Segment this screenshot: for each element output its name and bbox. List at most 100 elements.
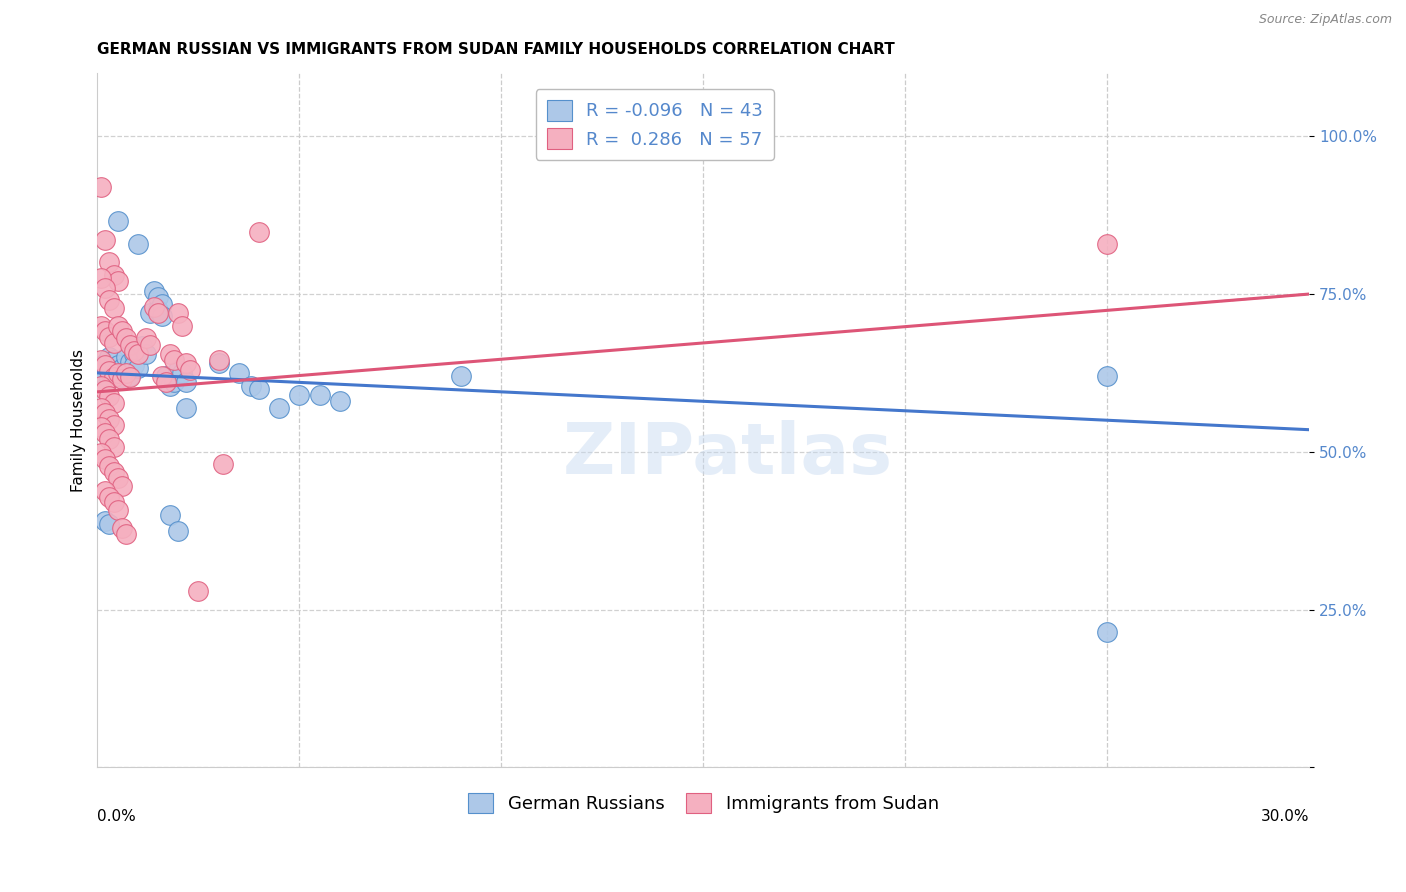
Text: Source: ZipAtlas.com: Source: ZipAtlas.com bbox=[1258, 13, 1392, 27]
Point bbox=[118, 370, 141, 384]
Point bbox=[135, 347, 157, 361]
Point bbox=[107, 368, 129, 382]
Point bbox=[247, 225, 270, 239]
Point bbox=[450, 369, 472, 384]
Point bbox=[107, 214, 129, 228]
Point bbox=[94, 324, 117, 338]
Point bbox=[103, 465, 125, 479]
Point bbox=[98, 432, 121, 446]
Point bbox=[90, 318, 112, 333]
Point bbox=[1097, 236, 1119, 251]
Point bbox=[94, 383, 117, 397]
Point bbox=[90, 378, 112, 392]
Point bbox=[127, 236, 149, 251]
Point bbox=[150, 309, 173, 323]
Point bbox=[98, 490, 121, 504]
Y-axis label: Family Households: Family Households bbox=[72, 349, 86, 491]
Point bbox=[122, 347, 145, 361]
Point bbox=[142, 284, 165, 298]
Point bbox=[139, 337, 162, 351]
Point bbox=[98, 458, 121, 473]
Point bbox=[110, 324, 132, 338]
Point bbox=[155, 369, 177, 384]
Point bbox=[118, 337, 141, 351]
Point bbox=[90, 446, 112, 460]
Point bbox=[98, 255, 121, 269]
Point bbox=[107, 318, 129, 333]
Point bbox=[118, 369, 141, 384]
Point bbox=[90, 179, 112, 194]
Point bbox=[110, 520, 132, 534]
Point bbox=[98, 330, 121, 344]
Point bbox=[94, 452, 117, 467]
Point bbox=[207, 356, 229, 370]
Point bbox=[207, 353, 229, 368]
Point bbox=[172, 366, 194, 380]
Point bbox=[103, 353, 125, 368]
Point bbox=[98, 517, 121, 532]
Point bbox=[167, 524, 190, 538]
Point bbox=[174, 376, 197, 390]
Point bbox=[90, 419, 112, 434]
Point bbox=[167, 363, 190, 377]
Point bbox=[90, 271, 112, 285]
Point bbox=[329, 394, 352, 409]
Point bbox=[239, 378, 262, 392]
Point bbox=[94, 406, 117, 420]
Point bbox=[114, 364, 136, 378]
Point bbox=[103, 395, 125, 409]
Point bbox=[174, 401, 197, 415]
Point bbox=[228, 366, 250, 380]
Point bbox=[139, 306, 162, 320]
Point bbox=[122, 343, 145, 358]
Point bbox=[174, 356, 197, 370]
Legend: German Russians, Immigrants from Sudan: German Russians, Immigrants from Sudan bbox=[461, 786, 946, 821]
Point bbox=[94, 358, 117, 372]
Point bbox=[110, 370, 132, 384]
Point bbox=[146, 290, 169, 304]
Point bbox=[269, 401, 291, 415]
Point bbox=[98, 350, 121, 364]
Point bbox=[98, 363, 121, 377]
Point bbox=[107, 366, 129, 380]
Point bbox=[135, 331, 157, 345]
Point bbox=[107, 471, 129, 485]
Point bbox=[146, 306, 169, 320]
Point bbox=[103, 495, 125, 509]
Point bbox=[103, 336, 125, 351]
Point bbox=[172, 318, 194, 333]
Point bbox=[103, 364, 125, 378]
Point bbox=[110, 361, 132, 376]
Point bbox=[163, 353, 186, 368]
Point bbox=[94, 483, 117, 498]
Point bbox=[1097, 624, 1119, 639]
Point bbox=[103, 440, 125, 454]
Point bbox=[90, 353, 112, 368]
Point bbox=[142, 300, 165, 314]
Point bbox=[118, 355, 141, 369]
Point bbox=[114, 350, 136, 364]
Point bbox=[308, 388, 330, 402]
Point bbox=[159, 508, 181, 522]
Point bbox=[107, 503, 129, 517]
Point bbox=[94, 281, 117, 295]
Point bbox=[103, 418, 125, 433]
Point bbox=[1097, 369, 1119, 384]
Text: 0.0%: 0.0% bbox=[97, 809, 136, 824]
Point bbox=[90, 359, 112, 374]
Point bbox=[90, 401, 112, 415]
Text: GERMAN RUSSIAN VS IMMIGRANTS FROM SUDAN FAMILY HOUSEHOLDS CORRELATION CHART: GERMAN RUSSIAN VS IMMIGRANTS FROM SUDAN … bbox=[97, 42, 896, 57]
Point bbox=[110, 372, 132, 386]
Point bbox=[98, 372, 121, 386]
Point bbox=[98, 364, 121, 378]
Point bbox=[155, 376, 177, 390]
Point bbox=[94, 356, 117, 370]
Point bbox=[98, 412, 121, 426]
Point bbox=[211, 458, 233, 472]
Point bbox=[159, 378, 181, 392]
Point bbox=[114, 366, 136, 380]
Point bbox=[107, 358, 129, 372]
Point bbox=[98, 389, 121, 403]
Point bbox=[127, 347, 149, 361]
Point bbox=[94, 514, 117, 528]
